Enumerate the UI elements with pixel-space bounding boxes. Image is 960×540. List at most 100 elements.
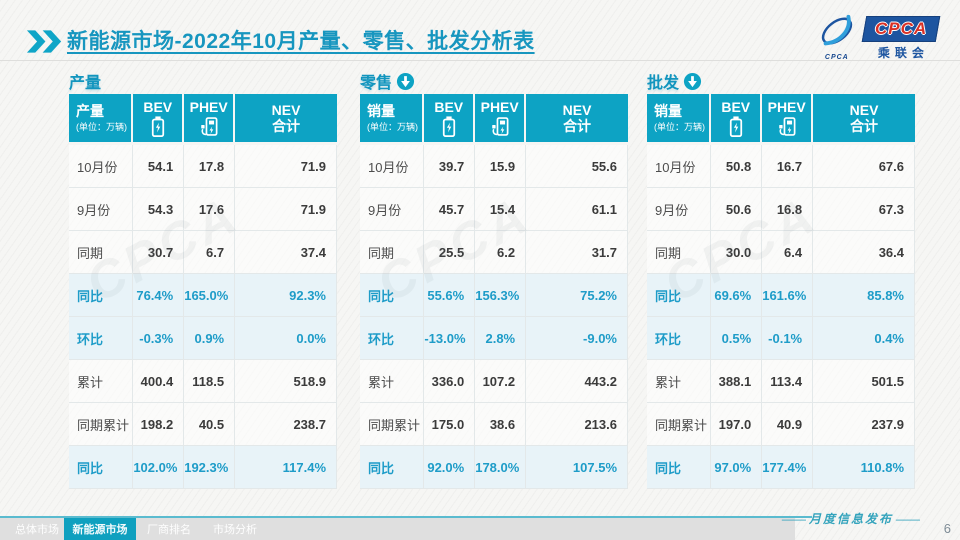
cell-value: 54.3: [133, 188, 185, 231]
cell-value: -0.1%: [762, 317, 814, 360]
cell-value: 161.6%: [762, 274, 814, 317]
page-number: 6: [943, 521, 951, 536]
unit-header-cell: 销量 (单位：万辆): [360, 94, 425, 145]
cell-value: 107.5%: [526, 446, 628, 489]
cell-value: 443.2: [526, 360, 628, 403]
double-chevron-icon: [26, 29, 63, 59]
charger-icon: [778, 117, 796, 136]
cell-value: 55.6%: [424, 274, 476, 317]
cell-value: 198.2: [133, 403, 185, 446]
cell-value: 36.4: [813, 231, 915, 274]
table-row: 累计 388.1 113.4 501.5: [647, 360, 915, 403]
column-header: NEV 合计: [526, 94, 628, 145]
slide-header: 新能源市场-2022年10月产量、零售、批发分析表 CPCA CPCA 乘联会: [0, 0, 960, 61]
cell-value: 118.5: [184, 360, 236, 403]
nav-tab[interactable]: 市场分析: [213, 524, 257, 536]
column-header: PHEV: [184, 94, 236, 145]
page-title: 新能源市场-2022年10月产量、零售、批发分析表: [67, 25, 535, 55]
unit-header-cell: 产量 (单位：万辆): [69, 94, 134, 145]
table-title: 零售: [360, 75, 393, 92]
cell-value: 237.9: [813, 403, 915, 446]
row-label: 同比: [360, 274, 425, 317]
cell-value: 165.0%: [184, 274, 236, 317]
cell-value: 102.0%: [133, 446, 185, 489]
table-row: 9月份 54.3 17.6 71.9: [69, 188, 337, 231]
table-row: 同比 55.6% 156.3% 75.2%: [360, 274, 628, 317]
table-row: 同期累计 198.2 40.5 238.7: [69, 403, 337, 446]
table-row: 同期累计 175.0 38.6 213.6: [360, 403, 628, 446]
battery-icon: [729, 116, 742, 138]
charger-icon: [200, 117, 218, 136]
nav-tab[interactable]: 厂商排名: [147, 524, 191, 536]
wholesale-table-section: 批发 销量 (单位：万辆) BEV PHEV NEV 合计 10月份 50.8 16.7 67.6…: [647, 70, 915, 489]
cell-value: 110.8%: [813, 446, 915, 489]
table-row: 环比 -13.0% 2.8% -9.0%: [360, 317, 628, 360]
cell-value: 17.6: [184, 188, 236, 231]
row-label: 同期: [647, 231, 712, 274]
nav-tab[interactable]: 新能源市场: [64, 518, 136, 540]
cpca-swoosh: CPCA: [813, 12, 861, 61]
cell-value: 30.7: [133, 231, 185, 274]
row-label: 9月份: [69, 188, 134, 231]
cell-value: 197.0: [711, 403, 763, 446]
row-label: 同比: [360, 446, 425, 489]
row-label: 同期: [69, 231, 134, 274]
cell-value: 2.8%: [475, 317, 527, 360]
table-row: 同期 25.5 6.2 31.7: [360, 231, 628, 274]
row-label: 9月份: [360, 188, 425, 231]
row-label: 累计: [69, 360, 134, 403]
table-row: 同期累计 197.0 40.9 237.9: [647, 403, 915, 446]
page-title-rest: -2022年10月产量、零售、批发分析表: [174, 30, 535, 53]
table-row: 10月份 54.1 17.8 71.9: [69, 145, 337, 188]
cell-value: 6.7: [184, 231, 236, 274]
cell-value: 76.4%: [133, 274, 185, 317]
row-label: 同比: [69, 274, 134, 317]
row-label: 累计: [647, 360, 712, 403]
caption-dash-right: ——: [893, 512, 920, 526]
table-row: 10月份 39.7 15.9 55.6: [360, 145, 628, 188]
battery-icon: [442, 116, 455, 138]
battery-icon: [151, 116, 164, 138]
row-label: 同比: [69, 446, 134, 489]
cell-value: 192.3%: [184, 446, 236, 489]
table-row: 累计 336.0 107.2 443.2: [360, 360, 628, 403]
table-row: 9月份 50.6 16.8 67.3: [647, 188, 915, 231]
cell-value: 0.4%: [813, 317, 915, 360]
row-label: 同期累计: [360, 403, 425, 446]
cell-value: 38.6: [475, 403, 527, 446]
nav-tab[interactable]: 总体市场: [15, 524, 59, 536]
data-table: 产量 (单位：万辆) BEV PHEV NEV 合计 10月份 54.1 17.8 71.9 9月…: [69, 94, 337, 489]
cell-value: 107.2: [475, 360, 527, 403]
table-row: 累计 400.4 118.5 518.9: [69, 360, 337, 403]
column-header: BEV: [711, 94, 763, 145]
cpca-chinese-name: 乘联会: [877, 46, 929, 60]
row-label: 10月份: [647, 145, 712, 188]
row-label: 同期累计: [647, 403, 712, 446]
cell-value: 92.3%: [235, 274, 337, 317]
cell-value: 67.6: [813, 145, 915, 188]
cell-value: 0.9%: [184, 317, 236, 360]
cell-value: 54.1: [133, 145, 185, 188]
cell-value: 17.8: [184, 145, 236, 188]
cell-value: 400.4: [133, 360, 185, 403]
table-title: 批发: [647, 75, 680, 92]
table-row: 同期 30.7 6.7 37.4: [69, 231, 337, 274]
row-label: 同比: [647, 446, 712, 489]
row-label: 9月份: [647, 188, 712, 231]
table-row: 9月份 45.7 15.4 61.1: [360, 188, 628, 231]
cell-value: 518.9: [235, 360, 337, 403]
table-title: 产量: [69, 75, 102, 92]
cell-value: 85.8%: [813, 274, 915, 317]
production-table-section: 产量产量 (单位：万辆) BEV PHEV NEV 合计 10月份 54.1 17.8 71.9…: [69, 70, 337, 489]
footer-caption-text: 月度信息发布: [808, 512, 893, 526]
cell-value: 16.7: [762, 145, 814, 188]
cell-value: 177.4%: [762, 446, 814, 489]
cell-value: 6.4: [762, 231, 814, 274]
cell-value: 50.8: [711, 145, 763, 188]
column-header: NEV 合计: [813, 94, 915, 145]
cell-value: 97.0%: [711, 446, 763, 489]
row-label: 同比: [647, 274, 712, 317]
footer-caption: —— 月度信息发布 ——: [782, 510, 920, 527]
row-label: 同期: [360, 231, 425, 274]
